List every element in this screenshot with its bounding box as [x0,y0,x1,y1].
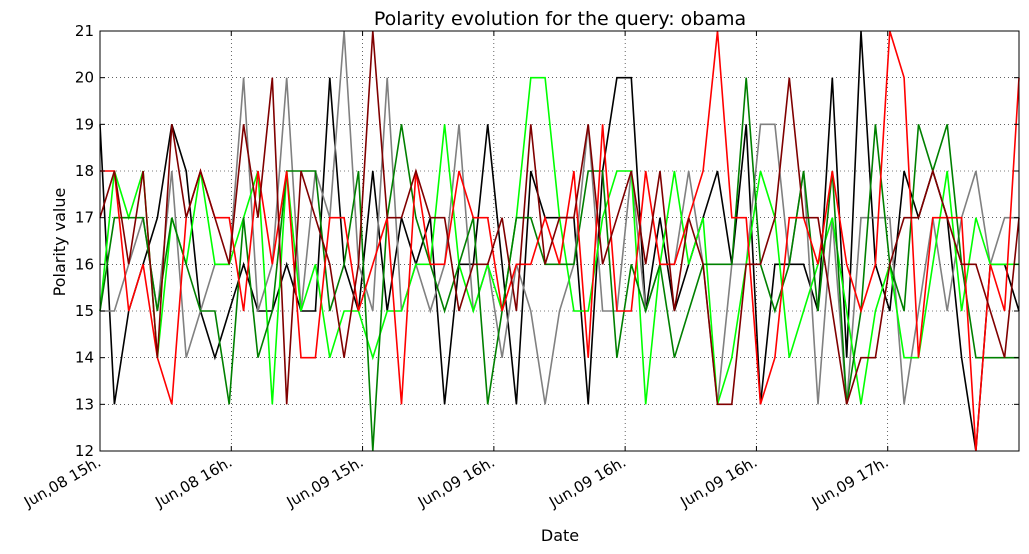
y-tick-label: 20 [75,69,94,87]
plot-frame [99,30,1020,452]
chart-title: Polarity evolution for the query: obama [374,8,746,30]
series-line-1 [99,30,1020,452]
y-tick-label: 21 [75,22,94,40]
x-tick-label: Jun,08 16h. [151,453,235,512]
y-tick-label: 13 [75,395,94,413]
y-tick-label: 17 [75,209,94,227]
series-line-3 [99,76,1019,405]
x-tick-label: Jun,09 15h. [283,453,367,512]
y-tick-label: 19 [75,115,94,133]
y-axis-title: Polarity value [50,188,69,297]
grid-lines [100,31,1019,451]
series-line-6 [99,30,1020,406]
y-tick-label: 12 [75,442,94,460]
series-lines [99,30,1020,452]
x-tick-label: Jun,09 16h. [677,453,761,512]
x-axis-title: Date [541,526,579,545]
series-line-2 [100,30,1019,405]
y-axis-ticks: 12 13 14 15 16 17 18 19 20 21 [75,22,1019,460]
x-tick-label: Jun,09 17h. [808,453,892,512]
y-tick-label: 14 [75,349,94,367]
series-line-5 [100,30,1020,452]
y-tick-label: 15 [75,302,94,320]
x-tick-label: Jun,09 16h. [545,453,629,512]
y-tick-label: 16 [75,255,94,273]
x-tick-label: Jun,08 15h. [20,453,104,512]
y-tick-label: 18 [75,162,94,180]
x-tick-label: Jun,09 16h. [414,453,498,512]
